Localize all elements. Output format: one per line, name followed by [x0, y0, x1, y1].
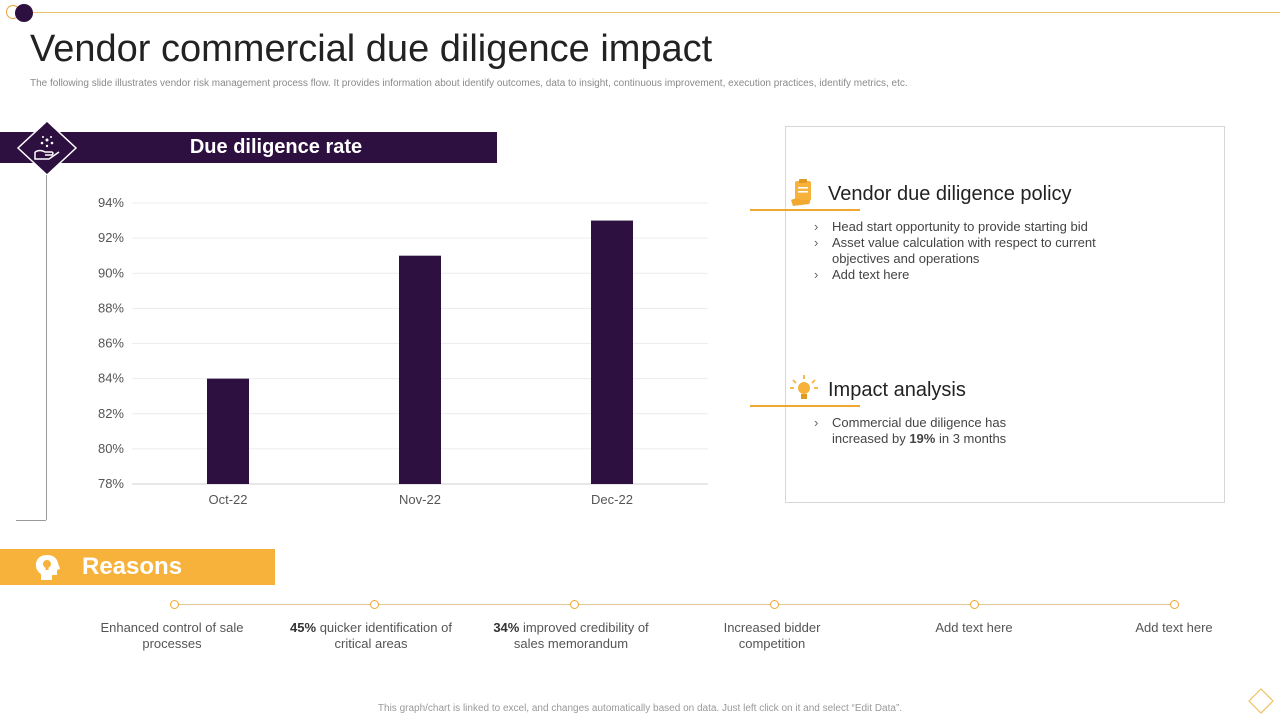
- y-tick-label: 78%: [98, 476, 124, 491]
- side-rule-foot: [16, 520, 46, 521]
- reason-item: Enhanced control of sale processes: [100, 620, 244, 651]
- bar: [207, 378, 249, 484]
- policy-title: Vendor due diligence policy: [828, 183, 1072, 205]
- due-diligence-heading: Due diligence rate: [189, 136, 363, 158]
- timeline-dot: [170, 600, 179, 609]
- y-tick-label: 82%: [98, 406, 124, 421]
- policy-underline: [750, 209, 860, 211]
- timeline-dot: [570, 600, 579, 609]
- reason-item: Add text here: [935, 620, 1013, 635]
- y-tick-label: 92%: [98, 230, 124, 245]
- clipboard-hand-icon: [789, 178, 819, 208]
- side-rule: [46, 175, 47, 520]
- page-subtitle: The following slide illustrates vendor r…: [30, 78, 908, 89]
- reason-item: Increased bidder competition: [723, 620, 821, 651]
- y-tick-label: 90%: [98, 265, 124, 280]
- y-tick-label: 94%: [98, 195, 124, 210]
- timeline-dot: [970, 600, 979, 609]
- chevron-right-icon: ›: [814, 219, 819, 234]
- footer-note: This graph/chart is linked to excel, and…: [377, 703, 903, 714]
- x-tick-label: Nov-22: [399, 492, 441, 507]
- due-diligence-chart: 78% 80% 82% 84% 86% 88% 90% 92% 94% Oct-22 Nov-22 D…: [98, 195, 708, 507]
- timeline-dot: [770, 600, 779, 609]
- reasons-title: Reasons: [82, 553, 183, 580]
- policy-bullet: › Add text here: [814, 267, 910, 282]
- corner-diamond-icon: [1248, 688, 1274, 714]
- impact-bullets: › Commercial due diligence has increased …: [814, 415, 1024, 447]
- reason-item: 34% improved credibility of sales memora…: [493, 620, 649, 651]
- chevron-right-icon: ›: [814, 415, 819, 430]
- impact-title: Impact analysis: [828, 379, 966, 401]
- y-tick-label: 88%: [98, 300, 124, 315]
- policy-bullet: › Head start opportunity to provide start…: [814, 219, 1088, 234]
- logo-dot-icon: [15, 4, 33, 22]
- reason-item: Add text here: [1135, 620, 1213, 635]
- top-rule: [28, 12, 1280, 13]
- lightbulb-icon: [789, 374, 819, 404]
- bar: [591, 220, 633, 484]
- timeline-dot: [370, 600, 379, 609]
- chevron-right-icon: ›: [814, 235, 819, 250]
- chevron-right-icon: ›: [814, 267, 819, 282]
- head-idea-icon: [32, 552, 64, 582]
- x-tick-label: Oct-22: [208, 492, 247, 507]
- hand-coins-icon: [16, 119, 78, 177]
- y-tick-label: 84%: [98, 371, 124, 386]
- y-tick-label: 86%: [98, 336, 124, 351]
- reason-item: 45% quicker identification of critical a…: [290, 620, 452, 651]
- reasons-timeline: [174, 604, 1175, 605]
- impact-underline: [750, 405, 860, 407]
- y-tick-label: 80%: [98, 441, 124, 456]
- due-diligence-banner: [0, 132, 497, 163]
- policy-bullets: › Head start opportunity to provide start…: [814, 219, 1114, 283]
- policy-bullet: › Asset value calculation with respect to…: [814, 235, 1096, 266]
- timeline-dot: [1170, 600, 1179, 609]
- page-title: Vendor commercial due diligence impact: [30, 28, 713, 70]
- impact-bullet: › Commercial due diligence has increased …: [814, 415, 1007, 446]
- info-card: [785, 126, 1225, 503]
- bar: [399, 255, 441, 484]
- x-tick-label: Dec-22: [591, 492, 633, 507]
